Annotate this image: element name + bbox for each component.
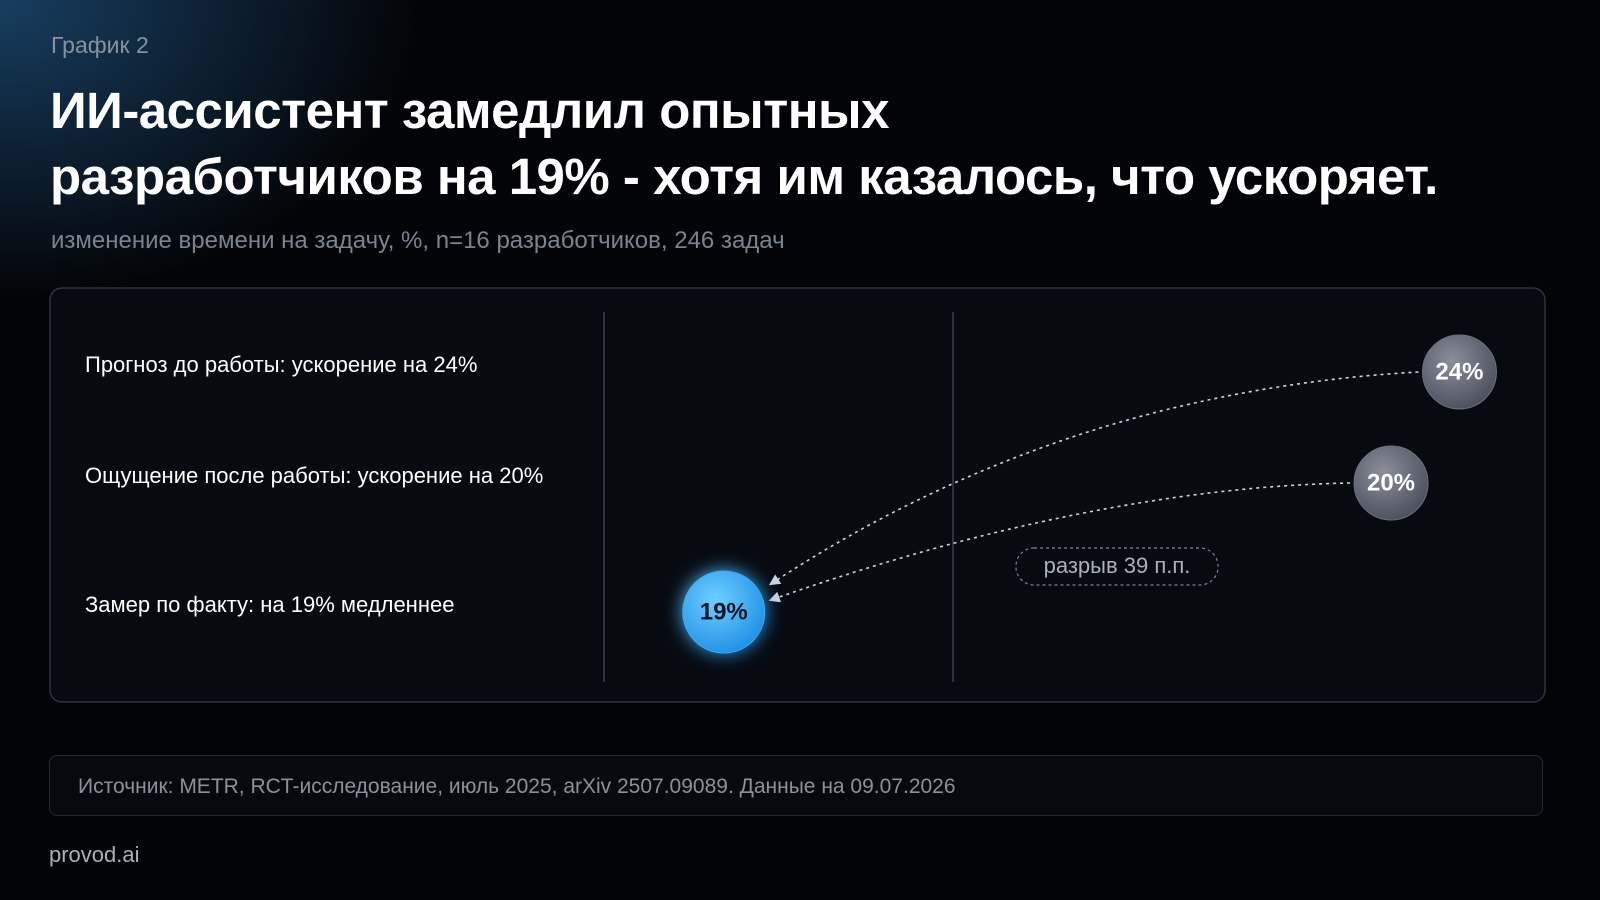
dot (1353, 445, 1429, 521)
data-label: 20% (1367, 469, 1415, 496)
brand: provod.ai (49, 842, 140, 867)
arrow-connector (768, 371, 1419, 586)
source-note: Источник: METR, RCT-исследование, июль 2… (78, 775, 956, 798)
data-label: 24% (1435, 358, 1483, 385)
category-label: Ощущение после работы: ускорение на 20% (85, 463, 543, 488)
chart-label: График 2 (51, 32, 149, 58)
category-label: Прогноз до работы: ускорение на 24% (85, 352, 477, 377)
annotation-box (1015, 547, 1219, 586)
annotation: разрыв 39 п.п. (1044, 553, 1191, 578)
chart-subtitle: изменение времени на задачу, %, n=16 раз… (51, 227, 785, 254)
dot (682, 570, 766, 654)
chart-title: ИИ-ассистент замедлил опытных разработчи… (50, 82, 1438, 205)
dot (1421, 334, 1497, 410)
source-box (49, 755, 1543, 816)
plot-panel (49, 287, 1546, 703)
data-label: 19% (700, 598, 748, 625)
category-label: Замер по факту: на 19% медленнее (85, 592, 454, 617)
